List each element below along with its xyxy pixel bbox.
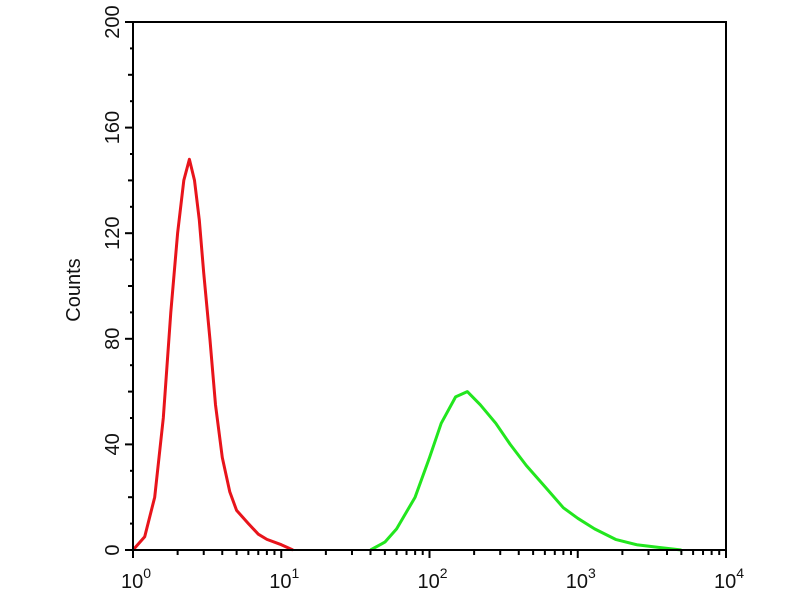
- x-tick-label: 100: [121, 565, 151, 593]
- y-axis-label: Counts: [63, 258, 85, 321]
- x-tick-label: 103: [566, 565, 596, 593]
- y-tick-label: 40: [102, 433, 124, 455]
- x-tick-label: 101: [269, 565, 299, 593]
- series-line-0: [131, 157, 294, 552]
- plot-frame: [132, 21, 727, 551]
- y-tick-label: 80: [102, 328, 124, 350]
- y-tick-label: 120: [102, 217, 124, 250]
- y-tick-label: 160: [102, 111, 124, 144]
- x-tick-label: 104: [714, 565, 744, 593]
- y-tick-label: 200: [102, 5, 124, 38]
- y-tick-label: 0: [102, 544, 124, 555]
- x-tick-label: 102: [418, 565, 448, 593]
- series-line-1: [369, 390, 682, 552]
